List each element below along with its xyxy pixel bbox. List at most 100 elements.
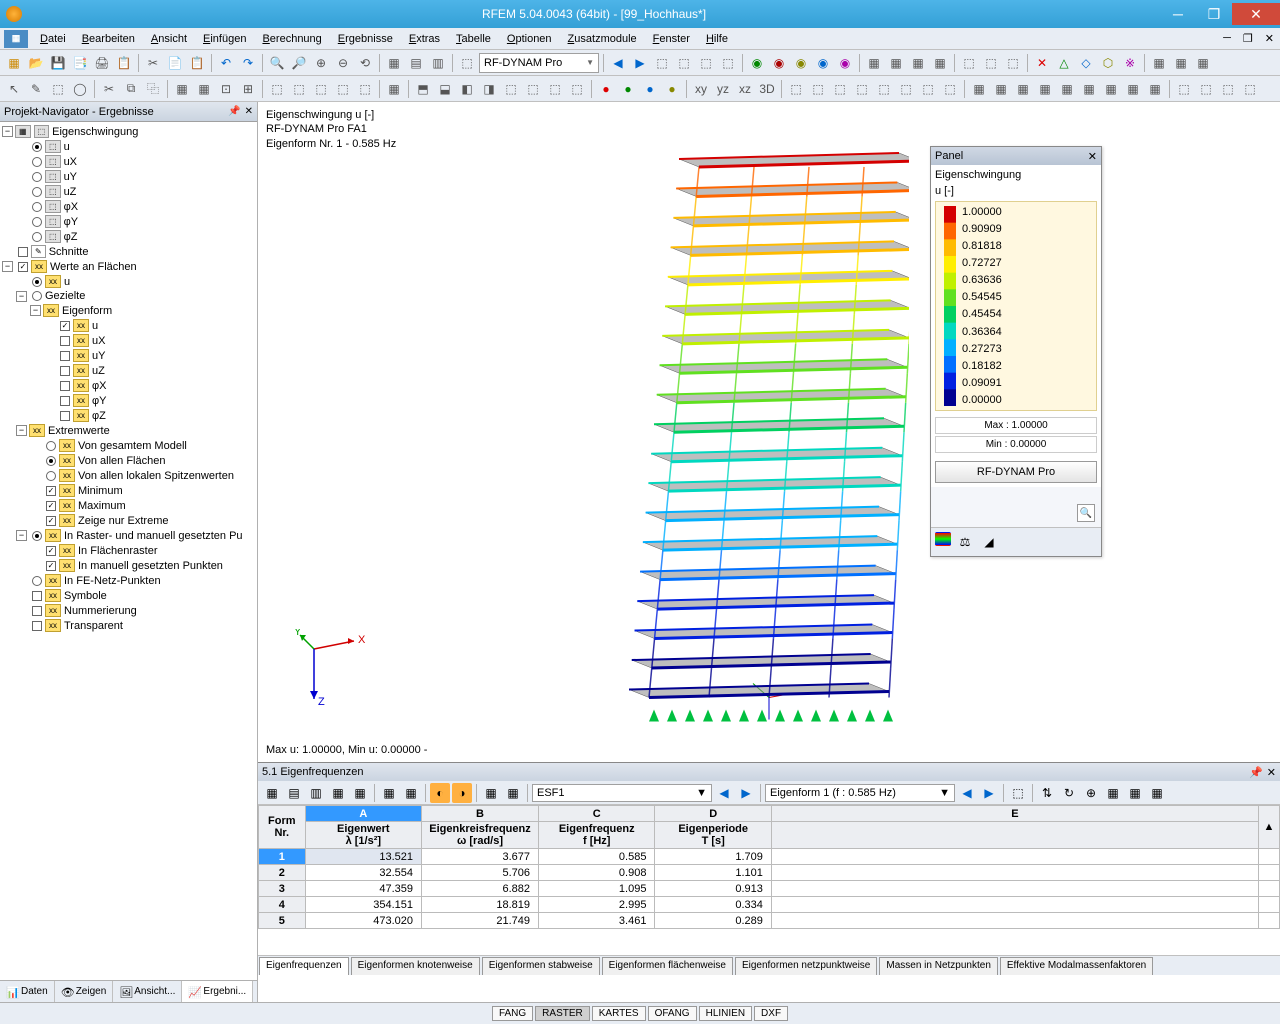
toolbar-btn[interactable]: ⿻ <box>143 79 163 99</box>
toolbar-btn[interactable]: xy <box>691 79 711 99</box>
dock-nav-btn[interactable]: ▶ <box>979 783 999 803</box>
toolbar-btn[interactable]: ⬚ <box>918 79 938 99</box>
dock-tab[interactable]: Eigenfrequenzen <box>259 957 349 975</box>
nav-tab-zeigen[interactable]: 👁Zeigen <box>55 981 114 1002</box>
menu-einfügen[interactable]: Einfügen <box>195 31 254 47</box>
toolbar-btn[interactable]: xz <box>735 79 755 99</box>
toolbar-btn[interactable]: ▦ <box>172 79 192 99</box>
tree-item[interactable]: xxφX <box>2 378 255 393</box>
menu-datei[interactable]: Datei <box>32 31 74 47</box>
toolbar-btn[interactable]: 📋 <box>114 53 134 73</box>
toolbar-btn[interactable]: ⬚ <box>652 53 672 73</box>
toolbar-btn[interactable]: ⊡ <box>216 79 236 99</box>
toolbar-btn[interactable]: 📂 <box>26 53 46 73</box>
toolbar-btn[interactable]: ✎ <box>26 79 46 99</box>
toolbar-btn[interactable]: ⧉ <box>121 79 141 99</box>
dock-btn[interactable]: ▦ <box>503 783 523 803</box>
dock-btn[interactable]: ▦ <box>481 783 501 803</box>
toolbar-btn[interactable]: 📄 <box>165 53 185 73</box>
navigator-pin-icon[interactable]: 📌 <box>228 106 240 117</box>
dock-tab[interactable]: Eigenformen knotenweise <box>351 957 480 975</box>
toolbar-btn[interactable]: ※ <box>1120 53 1140 73</box>
toolbar-btn[interactable]: 📑 <box>70 53 90 73</box>
toolbar-btn[interactable]: 💾 <box>48 53 68 73</box>
toolbar-btn[interactable]: ⬚ <box>311 79 331 99</box>
menu-hilfe[interactable]: Hilfe <box>698 31 736 47</box>
tree-item[interactable]: ⬚uZ <box>2 184 255 199</box>
toolbar-btn[interactable]: ⬚ <box>523 79 543 99</box>
toolbar-btn[interactable]: ◀ <box>608 53 628 73</box>
toolbar-btn[interactable]: ⬚ <box>289 79 309 99</box>
mdi-close[interactable]: ✕ <box>1259 32 1280 45</box>
toolbar-btn[interactable]: ▦ <box>384 79 404 99</box>
toolbar-btn[interactable]: ⬚ <box>545 79 565 99</box>
panel-tab-filter-icon[interactable]: ◢ <box>979 532 999 552</box>
status-raster[interactable]: RASTER <box>535 1006 590 1021</box>
toolbar-btn[interactable]: ⬚ <box>48 79 68 99</box>
toolbar-btn[interactable]: ⬚ <box>852 79 872 99</box>
toolbar-btn[interactable]: ✕ <box>1032 53 1052 73</box>
toolbar-btn[interactable]: ● <box>662 79 682 99</box>
toolbar-btn[interactable]: ⬚ <box>808 79 828 99</box>
menu-ansicht[interactable]: Ansicht <box>143 31 195 47</box>
tree-item[interactable]: ✎Schnitte <box>2 244 255 259</box>
toolbar-btn[interactable]: ▦ <box>930 53 950 73</box>
tree-item[interactable]: ⬚φX <box>2 199 255 214</box>
toolbar-btn[interactable]: ⬚ <box>457 53 477 73</box>
toolbar-btn[interactable]: ↷ <box>238 53 258 73</box>
nav-tab-daten[interactable]: 📊Daten <box>0 981 55 1002</box>
dock-pin-icon[interactable]: 📌 <box>1249 766 1263 779</box>
menu-ergebnisse[interactable]: Ergebnisse <box>330 31 401 47</box>
dock-btn[interactable]: ▦ <box>1103 783 1123 803</box>
toolbar-btn[interactable]: ✂ <box>143 53 163 73</box>
toolbar-btn[interactable]: ⊕ <box>311 53 331 73</box>
toolbar-btn[interactable]: ◉ <box>791 53 811 73</box>
toolbar-btn[interactable]: ⬚ <box>1240 79 1260 99</box>
toolbar-btn[interactable]: ◯ <box>70 79 90 99</box>
status-kartes[interactable]: KARTES <box>592 1006 646 1021</box>
tree-item[interactable]: xxVon allen Flächen <box>2 453 255 468</box>
toolbar-btn[interactable]: 🖨 <box>92 53 112 73</box>
nav-tab-ansicht[interactable]: 🖼Ansicht... <box>113 981 182 1002</box>
panel-tab-factor-icon[interactable]: ⚖ <box>955 532 975 552</box>
dock-close-icon[interactable]: ✕ <box>1267 766 1276 779</box>
toolbar-btn[interactable]: ◉ <box>769 53 789 73</box>
menu-berechnung[interactable]: Berechnung <box>254 31 329 47</box>
toolbar-btn[interactable]: ⬚ <box>1003 53 1023 73</box>
toolbar-btn[interactable]: ⬚ <box>674 53 694 73</box>
menu-zusatzmodule[interactable]: Zusatzmodule <box>560 31 645 47</box>
toolbar-btn[interactable]: ⊖ <box>333 53 353 73</box>
toolbar-btn[interactable]: ▦ <box>1035 79 1055 99</box>
toolbar-btn[interactable]: ▦ <box>1013 79 1033 99</box>
tree-item[interactable]: xxφY <box>2 393 255 408</box>
dock-tab[interactable]: Effektive Modalmassenfaktoren <box>1000 957 1153 975</box>
status-ofang[interactable]: OFANG <box>648 1006 697 1021</box>
tree-item[interactable]: ✓xxMinimum <box>2 483 255 498</box>
dock-nav-btn[interactable]: ◀ <box>957 783 977 803</box>
tree-item[interactable]: ⬚u <box>2 139 255 154</box>
dock-tab[interactable]: Eigenformen netzpunktweise <box>735 957 877 975</box>
toolbar-btn[interactable]: ⬚ <box>1174 79 1194 99</box>
menu-fenster[interactable]: Fenster <box>645 31 698 47</box>
toolbar-btn[interactable]: ⬒ <box>413 79 433 99</box>
tree-item[interactable]: ⬚uY <box>2 169 255 184</box>
menu-optionen[interactable]: Optionen <box>499 31 560 47</box>
dock-btn[interactable]: ↻ <box>1059 783 1079 803</box>
tree-item[interactable]: ⬚φY <box>2 214 255 229</box>
toolbar-btn[interactable]: ▦ <box>194 79 214 99</box>
toolbar-btn[interactable]: ▦ <box>991 79 1011 99</box>
tree-item[interactable]: ✓xxIn Flächenraster <box>2 543 255 558</box>
panel-close-icon[interactable]: ✕ <box>1088 150 1097 163</box>
toolbar-btn[interactable]: ▦ <box>1149 53 1169 73</box>
toolbar-btn[interactable]: ⬚ <box>959 53 979 73</box>
tree-item[interactable]: −xxIn Raster- und manuell gesetzten Pu <box>2 528 255 543</box>
toolbar-btn[interactable]: ⬚ <box>940 79 960 99</box>
tree-item[interactable]: xxVon gesamtem Modell <box>2 438 255 453</box>
toolbar-btn[interactable]: ● <box>596 79 616 99</box>
toolbar-btn[interactable]: ▤ <box>406 53 426 73</box>
status-hlinien[interactable]: HLINIEN <box>699 1006 752 1021</box>
toolbar-btn[interactable]: 3D <box>757 79 777 99</box>
toolbar-btn[interactable]: ▦ <box>1193 53 1213 73</box>
toolbar-btn[interactable]: ▶ <box>630 53 650 73</box>
toolbar-btn[interactable]: ⬚ <box>696 53 716 73</box>
